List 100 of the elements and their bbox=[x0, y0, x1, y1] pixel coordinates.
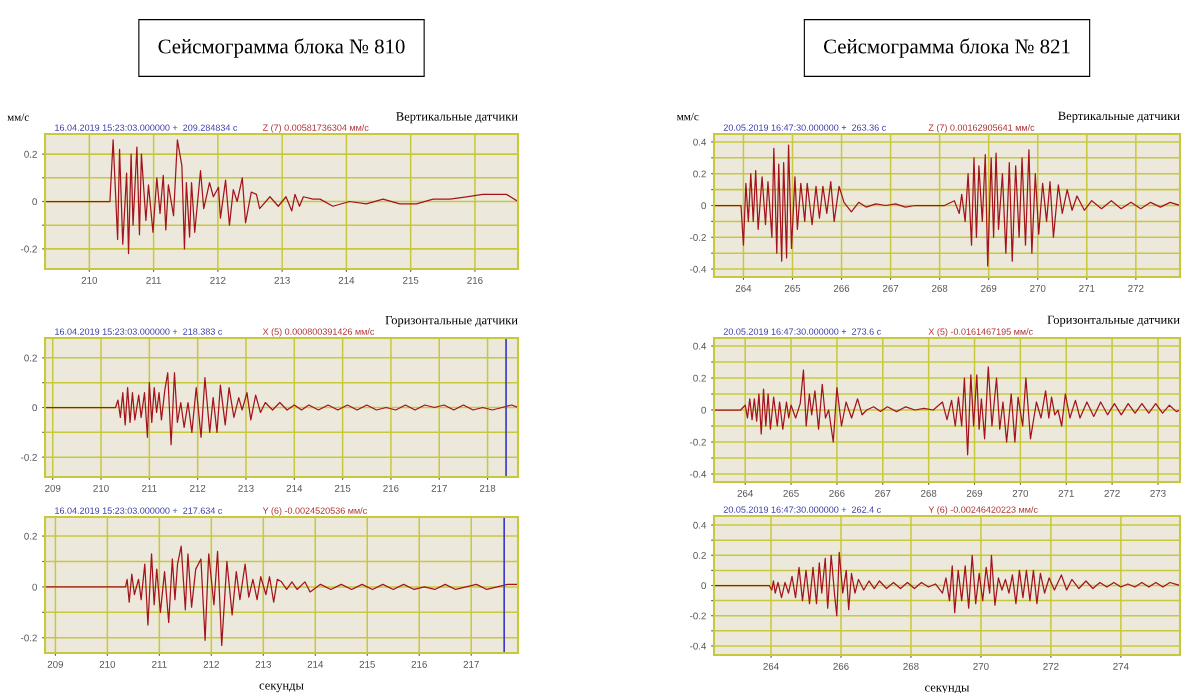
x-tick-label: 216 bbox=[383, 484, 399, 492]
y-tick-label: -0.4 bbox=[690, 265, 707, 273]
y-tick-label: 0 bbox=[32, 198, 37, 206]
y-tick-label: 0.4 bbox=[693, 521, 707, 529]
x-tick-label: 209 bbox=[47, 660, 64, 668]
y-tick-label: 0.2 bbox=[693, 170, 706, 178]
x-tick-label: 269 bbox=[966, 489, 983, 497]
text: 20.05.2019 16:47:30.000000 + 263.36 с bbox=[723, 124, 886, 131]
x-tick-label: 211 bbox=[142, 484, 157, 492]
line-series bbox=[45, 139, 518, 255]
x-tick-label: 267 bbox=[882, 284, 899, 292]
line-series bbox=[714, 366, 1180, 456]
chart-title: Сейсмограмма блока № 821 bbox=[823, 38, 1070, 58]
x-tick-label: 274 bbox=[1113, 662, 1129, 670]
x-tick-label: 212 bbox=[190, 484, 206, 492]
x-tick-label: 212 bbox=[203, 660, 219, 668]
x-tick-label: 268 bbox=[921, 489, 937, 497]
x-tick-label: 271 bbox=[1058, 489, 1074, 497]
x-tick-label: 209 bbox=[45, 484, 61, 492]
x-tick-label: 217 bbox=[463, 660, 479, 668]
chart-subtitle: Вертикальные датчики bbox=[1058, 111, 1180, 123]
x-tick-label: 213 bbox=[274, 276, 290, 284]
text: Y (6) -0.0024520536 мм/с bbox=[262, 507, 367, 516]
x-axis-title: секунды bbox=[259, 683, 304, 693]
x-tick-label: 216 bbox=[411, 660, 427, 668]
text: Y (6) -0.00246420223 мм/с bbox=[928, 506, 1038, 515]
x-tick-label: 215 bbox=[359, 660, 375, 668]
x-tick-label: 215 bbox=[403, 276, 419, 284]
x-tick-label: 266 bbox=[833, 284, 850, 292]
y-tick-label: -0.2 bbox=[690, 438, 706, 446]
x-tick-label: 210 bbox=[81, 276, 98, 284]
y-tick-label: 0 bbox=[701, 582, 706, 590]
y-axis-title: мм/с bbox=[7, 113, 29, 121]
y-tick-label: 0.4 bbox=[693, 138, 707, 146]
x-tick-label: 214 bbox=[338, 276, 355, 284]
x-tick-label: 218 bbox=[479, 484, 496, 492]
x-tick-label: 270 bbox=[1030, 284, 1046, 292]
x-tick-label: 266 bbox=[829, 489, 845, 497]
x-tick-label: 214 bbox=[307, 660, 324, 668]
x-tick-label: 268 bbox=[903, 662, 919, 670]
x-tick-label: 272 bbox=[1043, 662, 1059, 670]
x-tick-label: 268 bbox=[932, 284, 948, 292]
x-tick-label: 216 bbox=[467, 276, 483, 284]
x-tick-label: 211 bbox=[146, 276, 161, 284]
y-tick-label: -0.2 bbox=[21, 634, 37, 642]
x-tick-label: 265 bbox=[783, 489, 799, 497]
chart-subtitle: Горизонтальные датчики bbox=[385, 316, 518, 327]
y-tick-label: -0.4 bbox=[690, 470, 707, 478]
text: Z (7) 0.00162905641 мм/с bbox=[928, 124, 1035, 133]
x-tick-label: 213 bbox=[255, 660, 271, 668]
y-tick-label: 0 bbox=[32, 404, 37, 412]
y-tick-label: 0.4 bbox=[693, 342, 707, 350]
y-tick-label: -0.2 bbox=[690, 234, 706, 241]
x-tick-label: 271 bbox=[1079, 284, 1095, 292]
text: X (5) -0.0161467195 мм/с bbox=[928, 328, 1033, 337]
y-tick-label: -0.2 bbox=[21, 453, 37, 461]
x-tick-label: 210 bbox=[93, 484, 109, 492]
line-series bbox=[45, 545, 518, 646]
y-tick-label: 0.2 bbox=[693, 374, 706, 382]
text: X (5) 0.000800391426 мм/с bbox=[262, 328, 375, 337]
x-tick-label: 270 bbox=[973, 662, 989, 670]
x-tick-label: 272 bbox=[1104, 489, 1120, 497]
x-tick-label: 267 bbox=[875, 489, 891, 497]
x-tick-label: 272 bbox=[1128, 284, 1144, 292]
text: 16.04.2019 15:23:03.000000 + 209.284834 с bbox=[55, 124, 238, 131]
x-tick-label: 214 bbox=[286, 484, 303, 492]
chart-title: Сейсмограмма блока № 810 bbox=[158, 38, 405, 58]
y-tick-label: -0.2 bbox=[21, 245, 37, 253]
line-series bbox=[714, 551, 1180, 617]
text: 20.05.2019 16:47:30.000000 + 273.6 с bbox=[723, 328, 881, 335]
text: Z (7) 0.00581736304 мм/с bbox=[262, 124, 369, 133]
text: 16.04.2019 15:23:03.000000 + 217.634 с bbox=[55, 507, 223, 514]
y-axis-title: мм/с bbox=[676, 112, 699, 121]
x-tick-label: 270 bbox=[1012, 489, 1029, 497]
line-series bbox=[714, 144, 1180, 267]
x-tick-label: 273 bbox=[1150, 489, 1166, 497]
chart-subtitle: Горизонтальные датчики bbox=[1047, 315, 1180, 327]
y-tick-label: 0 bbox=[701, 406, 706, 414]
y-tick-label: 0 bbox=[32, 583, 37, 591]
x-tick-label: 211 bbox=[152, 660, 167, 668]
y-tick-label: -0.4 bbox=[690, 642, 707, 650]
x-tick-label: 266 bbox=[833, 662, 849, 670]
y-tick-label: 0.2 bbox=[24, 532, 37, 540]
x-tick-label: 269 bbox=[981, 284, 997, 292]
x-tick-label: 217 bbox=[431, 484, 447, 492]
x-tick-label: 264 bbox=[735, 284, 752, 292]
chart-subtitle: Вертикальные датчики bbox=[396, 112, 518, 124]
x-tick-label: 212 bbox=[210, 276, 226, 284]
line-series bbox=[45, 372, 518, 446]
x-tick-label: 210 bbox=[99, 660, 116, 668]
y-tick-label: 0.2 bbox=[693, 552, 706, 559]
y-tick-label: 0.2 bbox=[24, 150, 37, 158]
x-tick-label: 213 bbox=[238, 484, 254, 492]
y-tick-label: 0 bbox=[701, 202, 706, 210]
y-tick-label: -0.2 bbox=[690, 612, 706, 620]
text: 16.04.2019 15:23:03.000000 + 218.383 с bbox=[55, 328, 223, 335]
y-tick-label: 0.2 bbox=[24, 354, 37, 362]
x-tick-label: 215 bbox=[335, 484, 351, 492]
x-tick-label: 264 bbox=[737, 489, 754, 497]
x-tick-label: 264 bbox=[763, 662, 779, 670]
